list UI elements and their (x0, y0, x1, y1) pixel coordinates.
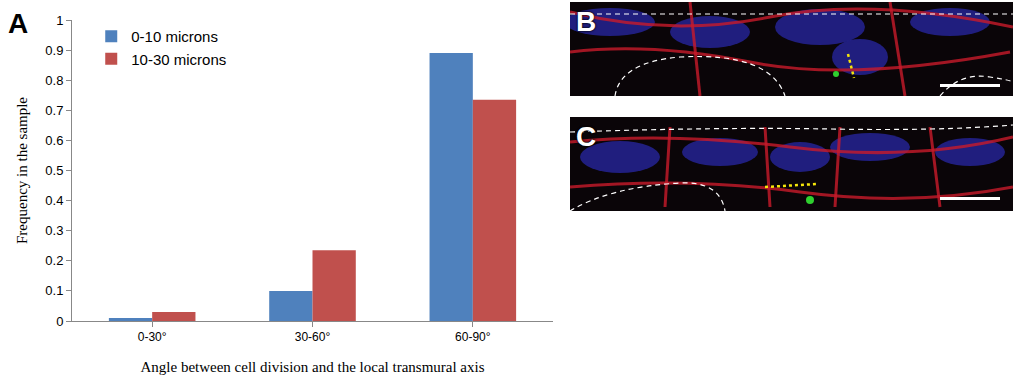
html-text:B: B (576, 6, 597, 37)
svg-text:1: 1 (56, 13, 63, 28)
html-text:A: A (8, 8, 29, 39)
svg-text:0.6: 0.6 (45, 133, 63, 148)
svg-text:0.5: 0.5 (45, 163, 63, 178)
svg-text:0.3: 0.3 (45, 223, 63, 238)
html-text:C: C (576, 121, 597, 152)
svg-text:Frequency in the sample: Frequency in the sample (14, 97, 30, 244)
svg-text:10-30 microns: 10-30 microns (131, 51, 226, 68)
svg-text:0.7: 0.7 (45, 103, 63, 118)
svg-text:0.2: 0.2 (45, 253, 63, 268)
svg-text:0: 0 (56, 314, 63, 329)
svg-text:0-30°: 0-30° (138, 330, 167, 344)
svg-text:0.9: 0.9 (45, 43, 63, 58)
svg-text:30-60°: 30-60° (295, 330, 331, 344)
svg-text:60-90°: 60-90° (455, 330, 491, 344)
svg-text:0.1: 0.1 (45, 283, 63, 298)
svg-text:0.4: 0.4 (45, 193, 63, 208)
svg-text:0-10 microns: 0-10 microns (131, 28, 218, 45)
svg-text:0.8: 0.8 (45, 73, 63, 88)
svg-text:Angle between cell division an: Angle between cell division and the loca… (140, 359, 484, 375)
